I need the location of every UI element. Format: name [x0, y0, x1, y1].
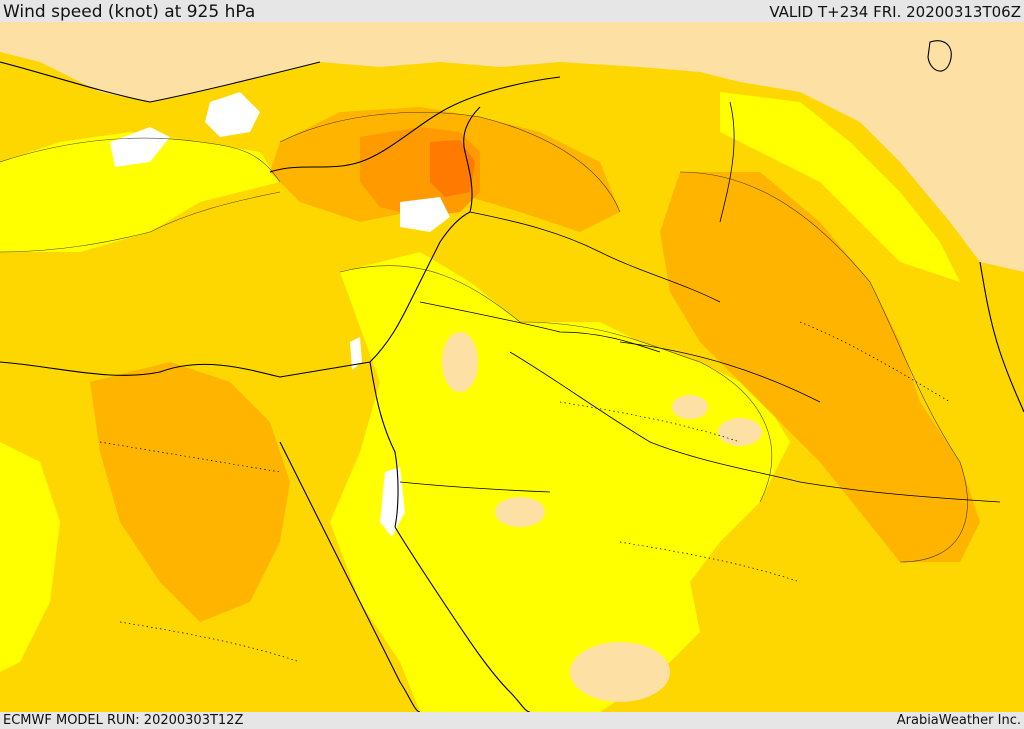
borders	[399, 101, 1001, 503]
field-light-patch	[672, 395, 708, 419]
field-light-patch	[442, 332, 478, 392]
field-calm	[400, 197, 450, 232]
field-strong-east	[660, 172, 980, 562]
footer-bar: ECMWF MODEL RUN: 20200303T12Z ArabiaWeat…	[0, 712, 1024, 729]
field-light-patch	[718, 418, 762, 446]
field-low-west	[0, 132, 280, 252]
wind-speed-map	[0, 22, 1024, 712]
field-low-southwest	[0, 442, 60, 672]
field-north-light	[0, 22, 1024, 272]
field-light-patch	[495, 497, 545, 527]
field-calm	[380, 467, 405, 537]
field-light-patch	[570, 642, 670, 702]
map-title: Wind speed (knot) at 925 hPa	[3, 2, 256, 22]
field-extreme	[430, 140, 475, 197]
contour-lines	[0, 112, 968, 563]
header-bar: Wind speed (knot) at 925 hPa VALID T+234…	[0, 0, 1024, 22]
field-calm	[205, 92, 260, 137]
credit-label: ArabiaWeather Inc.	[896, 713, 1021, 728]
valid-time: VALID T+234 FRI. 20200313T06Z	[769, 3, 1021, 21]
coastlines	[0, 40, 1024, 712]
model-run-label: ECMWF MODEL RUN: 20200303T12Z	[3, 713, 244, 728]
field-calm	[350, 337, 362, 370]
field-calm	[110, 127, 170, 167]
field-low-northeast	[720, 92, 960, 282]
field-strong-west	[90, 362, 290, 622]
dotted-borders	[99, 321, 951, 663]
